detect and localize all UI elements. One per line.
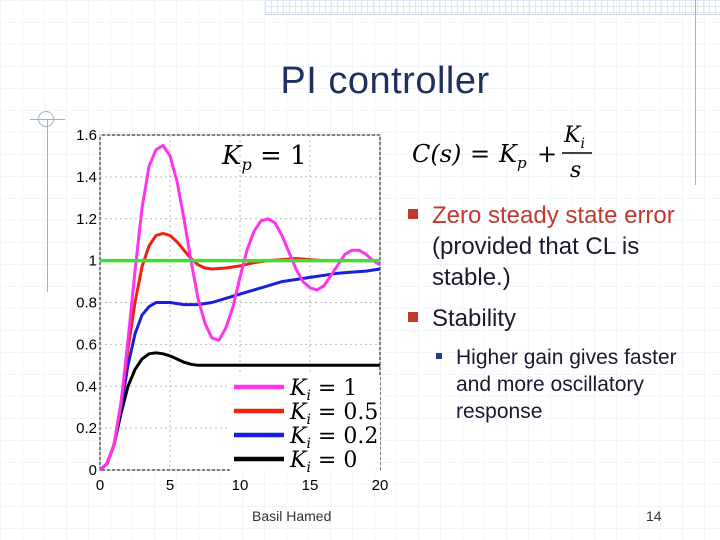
y-tick-label: 1.4 xyxy=(76,169,97,186)
sub-bullet-text-1: Higher gain gives faster and more oscill… xyxy=(456,346,677,423)
footer-author: Basil Hamed xyxy=(252,508,332,524)
chart-title-k: K xyxy=(221,141,243,171)
slide-title: PI controller xyxy=(280,60,490,102)
y-tick-label: 0.2 xyxy=(76,420,97,437)
x-tick-label: 15 xyxy=(302,477,319,494)
y-tick-label: 1.6 xyxy=(76,127,97,144)
bullet-marker xyxy=(408,209,418,219)
bullet-item-1: Zero steady state error (provided that C… xyxy=(408,200,698,293)
series-layer xyxy=(98,144,381,472)
formula-kp: Kp xyxy=(498,140,527,172)
x-tick-label: 5 xyxy=(166,477,174,494)
decorative-line-right xyxy=(695,0,696,185)
legend: Ki = 1Ki = 0.5Ki = 0.2Ki = 0 xyxy=(230,375,380,476)
formula-kp-sub: p xyxy=(517,154,527,172)
formula-num-k: K xyxy=(563,123,582,148)
pi-formula: C(s) = Kp + Ki s xyxy=(412,123,592,183)
x-tick-label: 0 xyxy=(96,477,104,494)
x-tick-label: 10 xyxy=(232,477,249,494)
formula-num-sub: i xyxy=(580,136,584,152)
y-tick-label: 0.8 xyxy=(76,295,97,312)
series-line-2 xyxy=(98,267,381,472)
series-line-0 xyxy=(98,144,381,472)
legend-label: Ki = 1 xyxy=(289,376,357,404)
decorative-circle xyxy=(38,111,54,127)
series-line-3 xyxy=(98,351,380,472)
bullet-item-2: Stability xyxy=(408,303,698,334)
x-tick-label: 20 xyxy=(372,477,389,494)
formula-plus: + xyxy=(537,140,557,168)
legend-label: Ki = 0 xyxy=(289,448,357,476)
legend-label: Ki = 0.5 xyxy=(289,400,378,428)
sub-bullet-item-1: Higher gain gives faster and more oscill… xyxy=(436,344,698,425)
y-tick-label: 0 xyxy=(89,462,97,479)
chart-title-sub: p xyxy=(241,155,251,174)
page-number: 14 xyxy=(646,508,662,524)
bullet-rest: (provided that CL is stable.) xyxy=(432,233,640,291)
y-tick-label: 0.6 xyxy=(76,336,97,353)
chart-title: Kp = 1 xyxy=(221,141,307,174)
formula-kp-k: K xyxy=(498,140,519,168)
bullet-list: Zero steady state error (provided that C… xyxy=(408,200,698,425)
sub-bullet-marker xyxy=(436,353,442,359)
formula-num: Ki xyxy=(563,123,585,152)
bullet-marker xyxy=(408,312,418,322)
y-tick-label: 0.4 xyxy=(76,378,97,395)
chart-title-rest: = 1 xyxy=(252,141,307,171)
decorative-top-band xyxy=(265,0,720,15)
bullet-text-2: Stability xyxy=(432,305,517,332)
bullet-highlight: Zero steady state error xyxy=(432,202,675,229)
y-tick-label: 1.2 xyxy=(76,211,97,228)
formula-den: s xyxy=(570,158,581,183)
bullet-text-1: Zero steady state error (provided that C… xyxy=(432,200,698,293)
formula-equals: = xyxy=(470,140,490,168)
y-tick-label: 1 xyxy=(89,253,97,270)
decorative-line-left xyxy=(47,120,48,292)
tick-layer: 0 5 10 15 20 0 0.2 0.4 0.6 0.8 1 1.2 1.4 1.6 xyxy=(76,127,388,494)
formula-lhs: C(s) xyxy=(412,140,461,168)
legend-label: Ki = 0.2 xyxy=(289,424,378,452)
